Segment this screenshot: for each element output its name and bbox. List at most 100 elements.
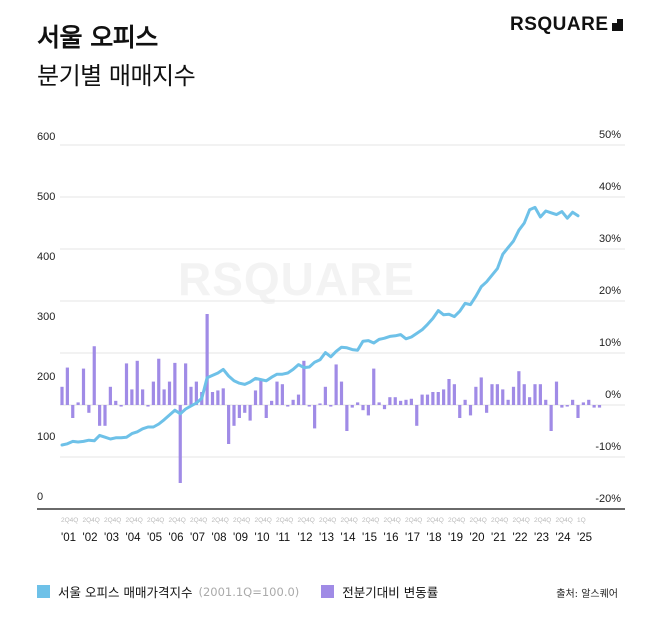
change-bar — [259, 379, 263, 405]
x-year-label: '23 — [534, 532, 549, 544]
x-quarter-tick: 2Q4Q — [340, 517, 358, 524]
x-year-label: '25 — [577, 532, 592, 544]
change-bar — [76, 402, 80, 405]
x-year-label: '18 — [426, 532, 442, 544]
logo-text: RSQUARE — [510, 14, 609, 35]
left-axis-tick: 0 — [37, 491, 44, 503]
x-quarter-tick: 2Q4Q — [405, 517, 423, 524]
left-axis-tick: 200 — [37, 371, 56, 383]
legend-swatch-line-icon — [37, 585, 50, 598]
change-bar — [517, 371, 521, 405]
left-axis-tick: 300 — [37, 311, 56, 323]
change-bar — [372, 368, 376, 405]
x-year-label: '02 — [82, 532, 98, 544]
change-bar — [463, 399, 467, 405]
x-year-label: '01 — [61, 532, 76, 544]
change-bar — [425, 394, 430, 405]
x-year-label: '09 — [233, 532, 248, 544]
x-year-label: '05 — [147, 532, 162, 544]
x-quarter-tick: 2Q4Q — [233, 517, 251, 524]
change-bar — [506, 399, 510, 405]
x-year-label: '12 — [297, 532, 313, 544]
x-quarter-tick: 2Q4Q — [190, 517, 208, 524]
change-bar — [157, 358, 161, 405]
change-bar — [210, 392, 215, 405]
change-bar — [87, 405, 91, 413]
change-bar — [103, 405, 107, 426]
x-quarter-tick: 2Q4Q — [534, 517, 552, 524]
x-year-label: '04 — [125, 532, 141, 544]
change-bar — [216, 390, 220, 405]
x-year-label: '22 — [512, 532, 528, 544]
x-quarter-tick: 2Q4Q — [61, 517, 79, 524]
x-year-label: '20 — [469, 532, 485, 544]
rsquare-logo: RSQUARE — [510, 14, 623, 36]
change-bar — [522, 384, 526, 405]
change-bar — [296, 394, 301, 405]
right-axis-tick: 20% — [598, 285, 621, 297]
change-bar — [135, 360, 139, 405]
change-bar — [71, 405, 75, 418]
change-bar — [431, 392, 435, 405]
change-bar — [420, 394, 424, 405]
change-bar — [286, 405, 290, 407]
change-bar — [167, 381, 172, 405]
left-axis-tick: 100 — [37, 431, 56, 443]
change-bar — [468, 405, 473, 416]
change-bar — [162, 389, 166, 405]
change-bar — [393, 397, 397, 405]
change-bar — [114, 400, 118, 405]
legend-item-change: 전분기대비 변동률 — [321, 582, 438, 601]
x-quarter-tick: 2Q4Q — [276, 517, 294, 524]
change-bar — [495, 384, 499, 405]
change-bar — [533, 384, 537, 405]
right-axis-tick: 40% — [598, 181, 621, 193]
x-year-label: '14 — [340, 532, 356, 544]
change-bar — [511, 386, 516, 405]
watermark: RSQUARE — [178, 253, 416, 305]
x-year-label: '08 — [211, 532, 227, 544]
x-quarter-tick: 2Q4Q — [82, 517, 100, 524]
chart-title-line2: 분기별 매매지수 — [37, 62, 196, 90]
change-bar — [592, 405, 596, 408]
change-bar — [382, 405, 387, 410]
x-quarter-tick: 2Q4Q — [254, 517, 272, 524]
change-bar — [173, 362, 177, 405]
x-year-label: '10 — [254, 532, 270, 544]
right-axis-tick: 0% — [605, 389, 621, 401]
change-bar — [576, 405, 580, 418]
change-bar — [501, 389, 505, 405]
change-bar — [528, 397, 532, 405]
change-bar — [415, 405, 419, 426]
change-bar — [243, 405, 247, 413]
x-quarter-tick: 2Q4Q — [211, 517, 229, 524]
change-bar — [452, 384, 456, 405]
x-year-label: '24 — [555, 532, 571, 544]
x-quarter-tick: 2Q4Q — [469, 517, 487, 524]
x-quarter-tick: 2Q4Q — [104, 517, 122, 524]
change-bar — [474, 386, 478, 405]
change-bar — [221, 388, 225, 405]
change-bar — [194, 381, 198, 405]
x-year-label: '11 — [276, 532, 291, 544]
change-bar — [189, 386, 193, 405]
change-bar — [549, 405, 553, 431]
legend-swatch-bar-icon — [321, 585, 335, 598]
x-year-label: '19 — [448, 532, 463, 544]
change-bar — [307, 405, 311, 407]
change-bar — [275, 381, 279, 405]
x-quarter-tick: 2Q4Q — [426, 517, 444, 524]
change-bar — [399, 400, 403, 405]
change-bar — [108, 386, 112, 405]
change-bar — [485, 405, 489, 413]
change-bar — [544, 399, 548, 405]
x-year-label: '03 — [104, 532, 119, 544]
x-quarter-tick: 2Q4Q — [491, 517, 509, 524]
x-quarter-tick: 2Q4Q — [512, 517, 530, 524]
change-bar — [587, 399, 591, 405]
legend-label-index: 서울 오피스 매매가격지수 — [58, 585, 193, 600]
x-quarter-tick: 2Q4Q — [297, 517, 315, 524]
change-bar — [571, 399, 575, 405]
change-bar — [442, 389, 446, 405]
